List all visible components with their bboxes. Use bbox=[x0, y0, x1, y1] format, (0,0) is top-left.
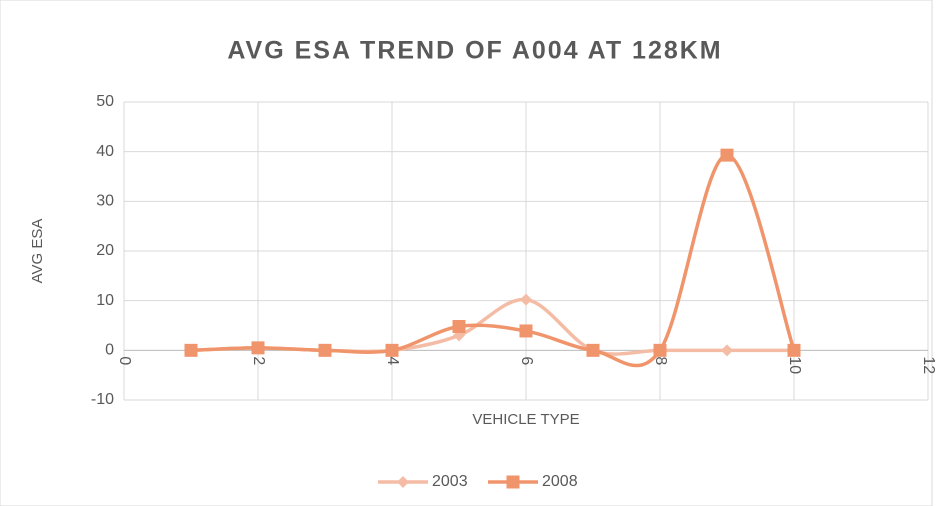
marker bbox=[653, 343, 667, 357]
y-tick-label: 50 bbox=[96, 93, 114, 110]
y-axis-label: AVG ESA bbox=[29, 219, 46, 284]
legend-label: 2003 bbox=[432, 473, 468, 490]
marker bbox=[318, 343, 332, 357]
marker bbox=[721, 344, 733, 357]
y-tick-label: 0 bbox=[105, 342, 114, 359]
marker bbox=[251, 341, 265, 355]
chart-title: AVG ESA TREND OF A004 AT 128KM bbox=[227, 37, 722, 65]
x-tick-label: 8 bbox=[652, 356, 669, 365]
x-tick-label: 12 bbox=[920, 356, 937, 374]
y-tick-label: 20 bbox=[96, 242, 114, 259]
y-tick-label: -10 bbox=[91, 391, 114, 408]
marker bbox=[397, 476, 409, 488]
x-tick-label: 10 bbox=[786, 356, 803, 374]
x-tick-label: 6 bbox=[518, 356, 535, 365]
marker bbox=[586, 343, 600, 357]
marker bbox=[787, 343, 801, 357]
x-tick-label: 4 bbox=[384, 356, 401, 365]
y-tick-label: 40 bbox=[96, 143, 114, 160]
marker bbox=[385, 343, 399, 357]
marker bbox=[519, 324, 533, 338]
x-axis-label: VEHICLE TYPE bbox=[472, 411, 579, 428]
marker bbox=[184, 343, 198, 357]
marker bbox=[506, 475, 520, 489]
legend-label: 2008 bbox=[542, 473, 578, 490]
y-tick-label: 30 bbox=[96, 193, 114, 210]
marker bbox=[520, 293, 532, 306]
x-tick-label: 2 bbox=[250, 356, 267, 365]
marker bbox=[720, 148, 734, 162]
y-tick-label: 10 bbox=[96, 292, 114, 309]
x-tick-label: 0 bbox=[116, 356, 133, 365]
marker bbox=[452, 319, 466, 333]
